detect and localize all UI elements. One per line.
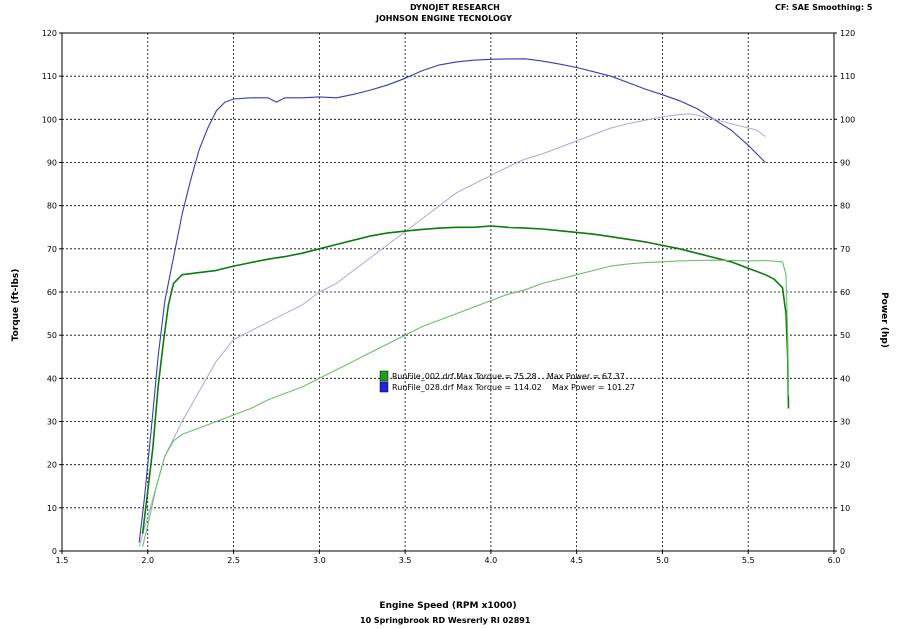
y-tick-label-right: 50 xyxy=(840,331,850,340)
y-tick-label-right: 0 xyxy=(840,547,845,556)
series-line-4 xyxy=(142,259,790,547)
legend-swatch-1 xyxy=(379,370,389,382)
series-lines xyxy=(138,58,790,547)
y-tick-label-right: 60 xyxy=(840,288,850,297)
series-line-1 xyxy=(138,58,766,543)
x-tick-label: 2.0 xyxy=(141,556,154,565)
series-line-2 xyxy=(138,113,766,547)
y-tick-label-right: 90 xyxy=(840,159,850,168)
y-axis-label-left: Torque (ft-lbs) xyxy=(11,269,21,342)
y-axis-label-right: Power (hp) xyxy=(879,292,889,348)
y-tick-label-left: 40 xyxy=(47,374,57,383)
x-tick-label: 2.5 xyxy=(227,556,240,565)
x-tick-label: 3.0 xyxy=(313,556,326,565)
legend-swatch-2 xyxy=(379,381,389,393)
legend-label-1: RunFile_002.drf Max Torque = 75.28 Max P… xyxy=(392,372,625,381)
y-tick-label-left: 100 xyxy=(42,115,57,124)
grid-lines xyxy=(59,32,837,554)
y-tick-label-left: 70 xyxy=(47,245,57,254)
y-tick-label-left: 20 xyxy=(47,461,57,470)
y-tick-label-right: 40 xyxy=(840,374,850,383)
header-title-1: DYNOJET RESEARCH xyxy=(410,3,500,12)
legend-label-2: RunFile_028.drf Max Torque = 114.02 Max … xyxy=(392,383,635,392)
y-tick-label-right: 20 xyxy=(840,461,850,470)
y-tick-label-right: 110 xyxy=(840,72,855,81)
y-tick-label-left: 0 xyxy=(52,547,57,556)
header-title-2: JOHNSON ENGINE TECNOLOGY xyxy=(376,14,512,23)
y-tick-label-right: 30 xyxy=(840,418,850,427)
y-tick-label-left: 90 xyxy=(47,159,57,168)
header-settings: CF: SAE Smoothing: 5 xyxy=(775,3,873,12)
y-tick-label-right: 80 xyxy=(840,202,850,211)
y-tick-label-right: 70 xyxy=(840,245,850,254)
y-tick-label-left: 80 xyxy=(47,202,57,211)
x-tick-label: 1.5 xyxy=(56,556,69,565)
x-tick-label: 6.0 xyxy=(828,556,841,565)
x-tick-label: 5.5 xyxy=(742,556,755,565)
y-tick-label-right: 120 xyxy=(840,29,855,38)
y-tick-label-right: 100 xyxy=(840,115,855,124)
series-line-3 xyxy=(141,225,790,534)
x-axis-label: Engine Speed (RPM x1000) xyxy=(379,601,516,611)
x-tick-label: 3.5 xyxy=(399,556,412,565)
x-tick-label: 4.5 xyxy=(570,556,583,565)
x-tick-label: 4.0 xyxy=(485,556,498,565)
footer-address: 10 Springbrook RD Wesrerly RI 02891 xyxy=(360,616,531,625)
legend: RunFile_002.drf Max Torque = 75.28 Max P… xyxy=(379,370,635,393)
x-tick-label: 5.0 xyxy=(656,556,669,565)
y-tick-label-left: 110 xyxy=(42,72,57,81)
y-tick-label-left: 120 xyxy=(42,29,57,38)
y-tick-label-left: 60 xyxy=(47,288,57,297)
y-tick-label-left: 10 xyxy=(47,504,57,513)
y-tick-label-left: 50 xyxy=(47,331,57,340)
y-tick-label-right: 10 xyxy=(840,504,850,513)
y-tick-label-left: 30 xyxy=(47,418,57,427)
